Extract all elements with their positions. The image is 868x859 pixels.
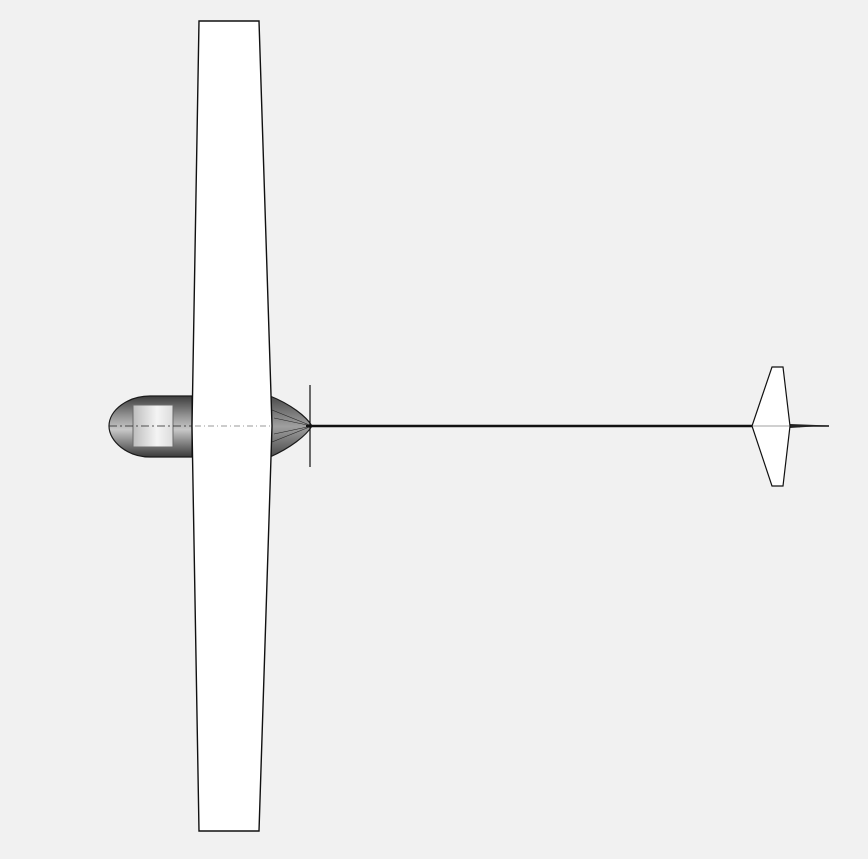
tail-cone-lines bbox=[271, 409, 313, 443]
horizontal-stabilizer bbox=[751, 366, 791, 487]
rudder-spike bbox=[790, 424, 829, 428]
fuselage-tail-cone bbox=[269, 395, 313, 458]
